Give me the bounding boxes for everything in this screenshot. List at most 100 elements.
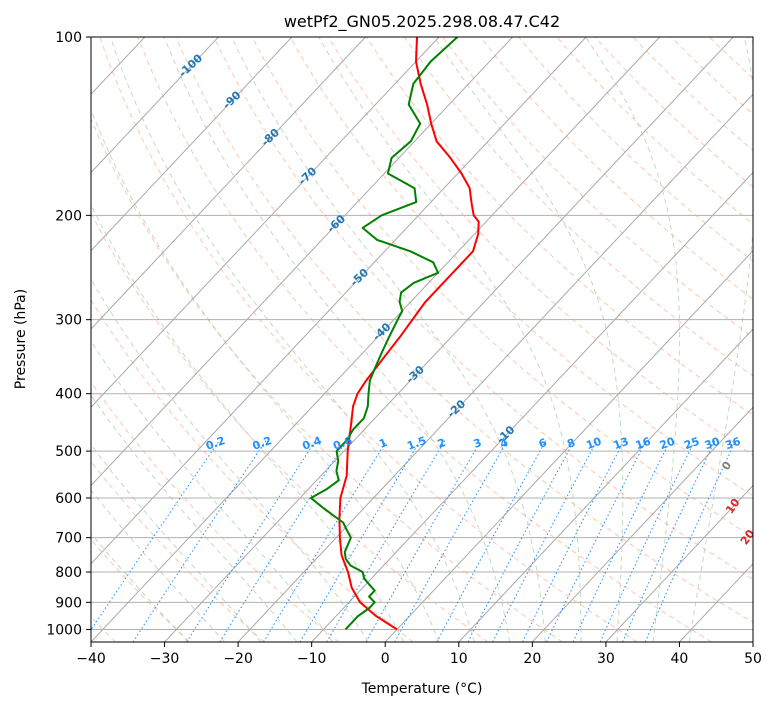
moist-adiabat-line xyxy=(91,340,334,642)
y-tick-label: 400 xyxy=(55,387,82,403)
mixing-ratio-lines xyxy=(91,440,737,642)
dry-adiabat-line xyxy=(91,460,265,642)
mixing-ratio-line xyxy=(263,440,388,642)
mixing-ratio-label: 0.2 xyxy=(251,434,274,453)
x-tick-label: 30 xyxy=(597,651,615,667)
mixing-ratio-label: 13 xyxy=(612,435,631,452)
mixing-ratio-line xyxy=(132,440,267,642)
y-tick-label: 900 xyxy=(55,595,82,611)
x-axis-label: Temperature (°C) xyxy=(361,681,483,697)
moist-adiabat-line xyxy=(688,37,753,642)
isotherm-line xyxy=(91,37,440,408)
mixing-ratio-label: 0.6 xyxy=(331,434,354,453)
isotherm-line xyxy=(237,93,753,642)
mixing-ratio-label: 0.4 xyxy=(301,434,324,453)
mixing-ratio-label: 3 xyxy=(472,436,484,451)
mixing-ratio-label: 2 xyxy=(436,436,448,451)
dry-adiabat-line xyxy=(91,298,414,642)
dry-adiabat-line xyxy=(632,37,753,151)
mixing-ratio-label: 20 xyxy=(658,435,677,453)
y-tick-label: 200 xyxy=(55,208,82,224)
dry-adiabat-line xyxy=(556,37,753,225)
moist-adiabat-line xyxy=(91,108,440,642)
x-tick-label: 0 xyxy=(381,651,390,667)
moist-adiabat-line xyxy=(91,203,405,642)
y-axis-label: Pressure (hPa) xyxy=(13,289,29,389)
mixing-ratio-line xyxy=(522,440,625,642)
dry-adiabat-line xyxy=(480,37,753,300)
plot-area xyxy=(91,37,753,642)
dry-adiabat-line xyxy=(404,37,753,377)
dry-adiabat-line xyxy=(137,37,713,642)
y-tick-label: 100 xyxy=(55,30,82,46)
moist-adiabat-line xyxy=(91,278,369,642)
y-tick-label: 800 xyxy=(55,565,82,581)
mixing-ratio-line xyxy=(299,440,421,642)
mixing-ratio-line xyxy=(219,440,347,642)
dry-adiabat-line xyxy=(175,37,753,624)
dry-adiabat-line xyxy=(251,37,753,538)
mixing-ratio-line xyxy=(91,440,220,631)
isotherm-line xyxy=(605,484,753,642)
moist-adiabat-line xyxy=(163,37,511,642)
axes: −40 −30 −20 −10 0 10 20 30 40 50 1000 900 800 700 600 5… xyxy=(46,30,762,667)
moist-adiabat-line xyxy=(231,37,546,642)
isotherm-line xyxy=(91,37,293,252)
isotherm-line xyxy=(91,37,661,642)
mixing-ratio-line xyxy=(394,440,508,642)
dry-adiabat-line xyxy=(213,37,753,580)
sounding-series xyxy=(309,37,480,631)
mixing-ratio-label: 1 xyxy=(377,436,389,451)
moist-adiabat-line xyxy=(109,37,475,642)
isotherm-line xyxy=(458,328,753,642)
mixing-ratio-label: 25 xyxy=(682,435,701,452)
x-tick-label: 10 xyxy=(450,651,468,667)
mixing-ratio-label: 8 xyxy=(565,436,577,451)
mixing-ratio-line xyxy=(622,440,716,642)
isotherm-line xyxy=(91,37,587,565)
mixing-ratio-label: 30 xyxy=(703,435,722,453)
moist-adiabat-line xyxy=(91,394,298,642)
y-tick-label: 1000 xyxy=(46,622,82,638)
y-tick-label: 300 xyxy=(55,313,82,329)
dewpoint-profile-line xyxy=(309,37,459,631)
mixing-ratio-label: 4 xyxy=(498,436,510,451)
isotherms xyxy=(91,37,753,642)
mixing-ratio-line xyxy=(326,440,446,642)
mixing-ratio-line xyxy=(436,440,547,642)
dry-adiabat-line xyxy=(365,37,753,416)
mixing-ratio-label: 1.5 xyxy=(405,434,428,453)
x-tick-label: −30 xyxy=(150,651,180,667)
isotherm-line xyxy=(311,171,753,642)
mixing-ratio-label: 16 xyxy=(634,435,653,453)
dry-adiabat-line xyxy=(91,117,563,642)
dry-adiabat-line xyxy=(99,37,638,642)
x-tick-label: −10 xyxy=(297,651,327,667)
mixing-ratio-line xyxy=(365,440,482,642)
mixing-ratio-line xyxy=(546,440,647,642)
isotherm-line xyxy=(91,37,366,330)
moist-adiabat-line xyxy=(318,37,582,642)
mixing-ratio-line xyxy=(186,440,317,642)
isotherm-line xyxy=(91,37,513,487)
temperature-profile-line xyxy=(338,37,480,631)
isotherm-line xyxy=(164,37,734,642)
isotherm-line xyxy=(91,37,219,174)
y-tick-label: 600 xyxy=(55,491,82,507)
dry-adiabat-line xyxy=(594,37,753,188)
isotherm-line xyxy=(384,249,753,642)
y-tick-label: 500 xyxy=(55,444,82,460)
isotherm-line xyxy=(531,406,753,642)
mixing-ratio-label: 36 xyxy=(724,435,743,453)
x-tick-label: 20 xyxy=(523,651,541,667)
chart-title: wetPf2_GN05.2025.298.08.47.C42 xyxy=(284,12,560,32)
dry-adiabat-line xyxy=(327,37,753,456)
plot-frame xyxy=(90,36,754,643)
mixing-ratio-label: 0.2 xyxy=(204,434,227,453)
x-tick-label: −40 xyxy=(76,651,106,667)
x-tick-label: 40 xyxy=(671,651,689,667)
y-tick-label: 700 xyxy=(55,531,82,547)
x-tick-label: 50 xyxy=(744,651,762,667)
dry-adiabat-line xyxy=(442,37,753,338)
